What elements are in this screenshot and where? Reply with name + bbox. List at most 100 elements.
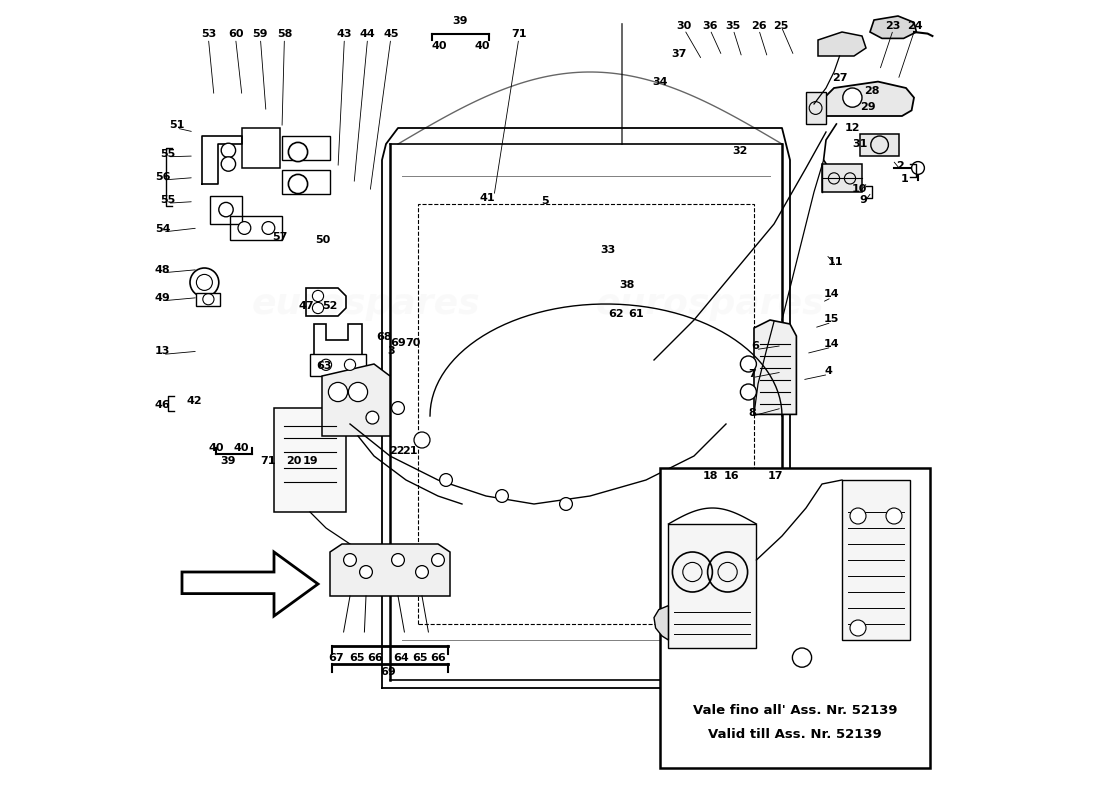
- Text: 13: 13: [155, 346, 170, 356]
- Text: 69: 69: [381, 667, 396, 677]
- Bar: [197, 293, 220, 306]
- Text: 24: 24: [908, 22, 923, 31]
- Text: 50: 50: [316, 235, 330, 245]
- Circle shape: [344, 359, 355, 370]
- Bar: [310, 354, 366, 376]
- Bar: [842, 480, 910, 640]
- Text: 22: 22: [388, 446, 404, 456]
- Text: 48: 48: [155, 265, 170, 274]
- Text: 14: 14: [824, 290, 839, 299]
- Circle shape: [440, 474, 452, 486]
- Text: Vale fino all' Ass. Nr. 52139: Vale fino all' Ass. Nr. 52139: [693, 704, 898, 717]
- Circle shape: [740, 384, 757, 400]
- Bar: [242, 128, 280, 168]
- Circle shape: [792, 648, 812, 667]
- Text: 21: 21: [403, 446, 418, 456]
- Text: 31: 31: [852, 139, 868, 149]
- Bar: [274, 408, 346, 512]
- Text: 63: 63: [317, 362, 332, 371]
- Circle shape: [219, 202, 233, 217]
- Text: 59: 59: [253, 30, 268, 39]
- Bar: [822, 164, 862, 192]
- Text: 61: 61: [628, 309, 643, 318]
- Text: 45: 45: [383, 30, 398, 39]
- Text: 17: 17: [768, 471, 783, 481]
- Text: 39: 39: [220, 456, 235, 466]
- Circle shape: [414, 432, 430, 448]
- Text: 69: 69: [390, 338, 406, 348]
- Circle shape: [312, 302, 323, 314]
- Circle shape: [329, 382, 348, 402]
- Circle shape: [349, 382, 367, 402]
- Text: 7: 7: [748, 370, 757, 379]
- Text: 71: 71: [261, 456, 276, 466]
- Text: 20: 20: [286, 456, 301, 466]
- Text: 68: 68: [376, 332, 392, 342]
- Circle shape: [431, 554, 444, 566]
- Text: 5: 5: [541, 196, 549, 206]
- Text: 41: 41: [480, 194, 495, 203]
- Circle shape: [740, 356, 757, 372]
- Circle shape: [560, 498, 572, 510]
- Polygon shape: [322, 364, 390, 436]
- Bar: [660, 468, 930, 768]
- Circle shape: [320, 359, 331, 370]
- Text: 16: 16: [724, 471, 739, 481]
- Text: 66: 66: [430, 653, 446, 662]
- Text: 40: 40: [474, 41, 490, 50]
- Circle shape: [392, 554, 405, 566]
- Text: 64: 64: [394, 653, 409, 662]
- Text: 15: 15: [824, 314, 839, 324]
- Text: 62: 62: [608, 309, 624, 318]
- Bar: [860, 134, 899, 156]
- Text: 52: 52: [322, 301, 338, 310]
- Text: 56: 56: [155, 172, 170, 182]
- Text: 36: 36: [702, 22, 717, 31]
- Text: eurospares: eurospares: [252, 287, 481, 321]
- Circle shape: [343, 554, 356, 566]
- Text: 66: 66: [367, 653, 383, 662]
- Circle shape: [392, 402, 405, 414]
- Text: 58: 58: [277, 30, 293, 39]
- Text: 18: 18: [702, 471, 717, 481]
- Bar: [282, 170, 330, 194]
- Text: 71: 71: [512, 30, 527, 39]
- Text: 27: 27: [832, 73, 847, 82]
- Text: 4: 4: [825, 366, 833, 376]
- Text: 14: 14: [824, 339, 839, 349]
- Circle shape: [221, 143, 235, 158]
- Circle shape: [886, 508, 902, 524]
- Text: 65: 65: [412, 653, 428, 662]
- Text: 23: 23: [886, 22, 901, 31]
- Polygon shape: [182, 552, 318, 616]
- Text: 6: 6: [751, 342, 759, 351]
- Text: 8: 8: [748, 408, 757, 418]
- Circle shape: [312, 290, 323, 302]
- Text: 55: 55: [160, 149, 175, 158]
- Text: 55: 55: [160, 195, 175, 205]
- Text: 33: 33: [601, 245, 616, 254]
- Text: 43: 43: [337, 30, 352, 39]
- Bar: [282, 136, 330, 160]
- Circle shape: [416, 566, 428, 578]
- Text: Valid till Ass. Nr. 52139: Valid till Ass. Nr. 52139: [708, 728, 882, 741]
- Text: 32: 32: [732, 146, 747, 156]
- Text: 28: 28: [864, 86, 879, 96]
- Text: 39: 39: [453, 16, 469, 26]
- Text: 11: 11: [828, 257, 844, 266]
- Circle shape: [912, 162, 924, 174]
- Text: 40: 40: [431, 41, 447, 50]
- Text: 53: 53: [201, 30, 216, 39]
- Text: 3: 3: [387, 346, 395, 356]
- Bar: [806, 92, 826, 124]
- Circle shape: [288, 174, 308, 194]
- Circle shape: [221, 157, 235, 171]
- Text: 38: 38: [619, 280, 635, 290]
- Text: 44: 44: [360, 30, 375, 39]
- Text: 2: 2: [896, 162, 904, 171]
- Text: 25: 25: [773, 22, 789, 31]
- Polygon shape: [870, 16, 916, 38]
- Polygon shape: [330, 544, 450, 596]
- Circle shape: [262, 222, 275, 234]
- Polygon shape: [818, 32, 866, 56]
